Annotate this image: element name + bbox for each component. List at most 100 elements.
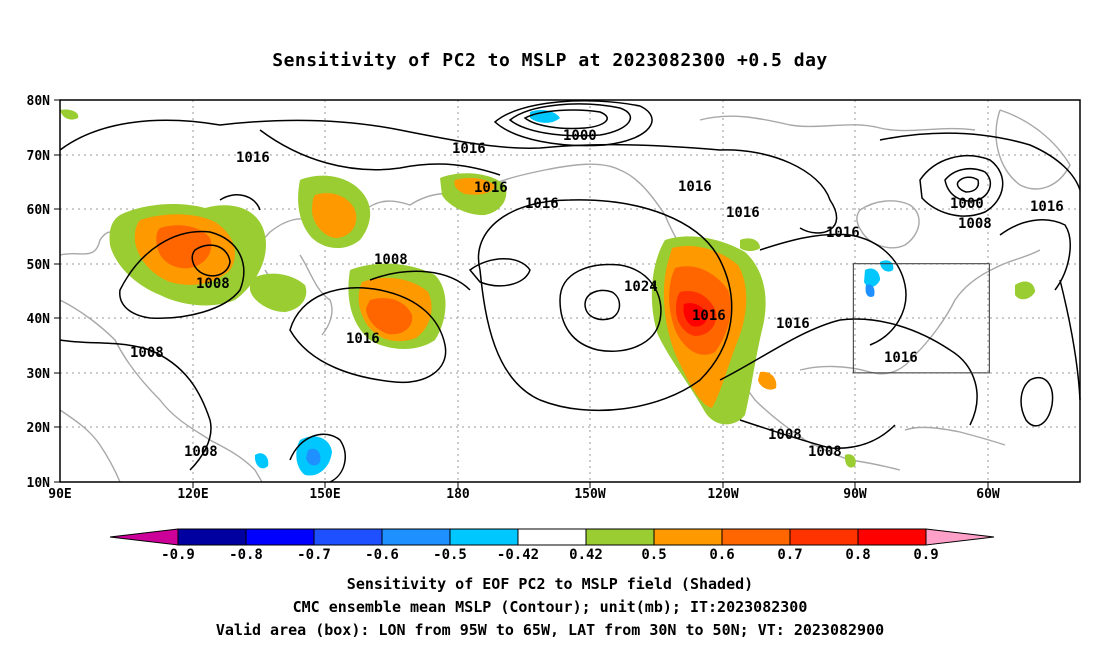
lat-tick-label: 80N (27, 94, 51, 109)
coast-alaska (479, 163, 666, 216)
lon-tick-label: 120W (707, 487, 738, 502)
chart-title: Sensitivity of PC2 to MSLP at 2023082300… (272, 50, 828, 71)
contour-1016-greenland (999, 219, 1071, 291)
colorbar-label: -0.8 (229, 547, 263, 563)
shade-green-alaska (740, 238, 760, 251)
label-1008: 1008 (184, 444, 218, 460)
colorbar-segment (585, 528, 655, 546)
coast-arctic (699, 115, 976, 132)
colorbar-label: 0.6 (709, 547, 734, 563)
contour-1016-west-pacific (289, 286, 447, 384)
mslp-contours (59, 100, 1081, 483)
colorbar-label: -0.9 (161, 547, 195, 563)
label-1000: 1000 (563, 128, 597, 144)
label-1016: 1016 (236, 150, 270, 166)
coast-hudson (856, 200, 920, 249)
contour-1008-labrador-low (919, 155, 1004, 217)
shade-cyan-greatlakes (864, 268, 880, 288)
contour-labels: 1016 1016 1016 1016 1016 1016 1016 1016 … (130, 128, 1064, 460)
contour-1008-aleutian (468, 258, 531, 287)
label-1008: 1008 (130, 345, 164, 361)
lat-tick-label: 10N (27, 476, 51, 491)
valid-area-box (852, 263, 990, 374)
coast-greenland (995, 109, 1071, 190)
caption-line-1: Sensitivity of EOF PC2 to MSLP field (Sh… (346, 575, 754, 593)
contour-1008-philippines (289, 433, 346, 483)
colorbar-segment (857, 528, 927, 546)
coast-caribbean (904, 426, 1006, 446)
shade-red-westcoast (683, 303, 707, 327)
colorbar-high-end (925, 528, 995, 546)
contour-1000-arctic-inner (523, 109, 608, 130)
shade-orange-okhotsk (312, 193, 357, 238)
lat-axis: 80N 70N 60N 50N 40N 30N 20N 10N (27, 94, 51, 491)
label-1000: 1000 (950, 196, 984, 212)
label-1016: 1016 (692, 308, 726, 324)
contour-1000-labrador (944, 167, 992, 202)
lat-tick-label: 50N (27, 258, 51, 273)
contour-1024-high (559, 263, 662, 352)
contour-1016-east (1059, 279, 1081, 401)
label-1008: 1008 (196, 276, 230, 292)
shade-green-samerica (844, 454, 856, 468)
colorbar-label: -0.42 (497, 547, 539, 563)
contour-1008-arctic (493, 100, 653, 147)
label-1016: 1016 (884, 350, 918, 366)
lon-tick-label: 180 (446, 487, 470, 502)
contour-1000-arctic (508, 103, 632, 137)
lon-tick-label: 120E (177, 487, 208, 502)
map-border (59, 99, 1081, 483)
colorbar-label: -0.6 (365, 547, 399, 563)
label-1016: 1016 (826, 225, 860, 241)
colorbar-label: 0.42 (569, 547, 603, 563)
colorbar-label: 0.8 (845, 547, 870, 563)
contour-1016-aleutian (259, 129, 501, 176)
contour-1016-sib-small (219, 194, 261, 211)
contour-1000-labrador-inner (956, 176, 980, 193)
colorbar-segment (789, 528, 859, 546)
shade-blue-philippines (306, 448, 321, 466)
colorbar-low-end (109, 528, 179, 546)
colorbar-segment (177, 528, 247, 546)
coast-gulf (799, 354, 916, 375)
coast-north-america-east (914, 249, 1041, 356)
colorbar-segment (245, 528, 315, 546)
shade-darkorange-siberia (156, 225, 212, 269)
colorbar-label: -0.7 (297, 547, 331, 563)
label-1016: 1016 (452, 141, 486, 157)
label-1016: 1016 (525, 196, 559, 212)
colorbar-label: 0.7 (777, 547, 802, 563)
contour-1008-na (739, 419, 896, 449)
colorbar-segment (381, 528, 451, 546)
lon-tick-label: 150E (309, 487, 340, 502)
shade-orange-bering (454, 178, 495, 195)
label-1008: 1008 (808, 444, 842, 460)
shade-green-nechina (250, 273, 307, 312)
contour-1016-nowest (759, 233, 907, 346)
contour-1008-asia-inner (191, 244, 231, 277)
label-1016: 1016 (1030, 199, 1064, 215)
label-1008: 1008 (958, 216, 992, 232)
coast-indochina (59, 409, 121, 483)
contour-1016-atlantic (879, 132, 1081, 191)
label-1024: 1024 (624, 279, 658, 295)
colorbar-label: 0.5 (641, 547, 666, 563)
label-1016: 1016 (474, 180, 508, 196)
colorbar-segment (653, 528, 723, 546)
colorbar-segment (313, 528, 383, 546)
label-1016: 1016 (726, 205, 760, 221)
shade-green-sea (60, 109, 79, 120)
contour-1016-na (719, 318, 978, 426)
lat-tick-label: 40N (27, 312, 51, 327)
lon-ticks (192, 482, 989, 488)
colorbar-label: -0.5 (433, 547, 467, 563)
coast-china (59, 299, 263, 483)
shade-blue-greatlakes (865, 284, 875, 297)
lat-tick-label: 60N (27, 203, 51, 218)
sensitivity-shading (60, 109, 1035, 476)
lat-ticks (54, 99, 60, 483)
caption-line-2: CMC ensemble mean MSLP (Contour); unit(m… (292, 598, 808, 616)
shade-green-atlantic (1015, 281, 1035, 300)
lat-tick-label: 20N (27, 421, 51, 436)
